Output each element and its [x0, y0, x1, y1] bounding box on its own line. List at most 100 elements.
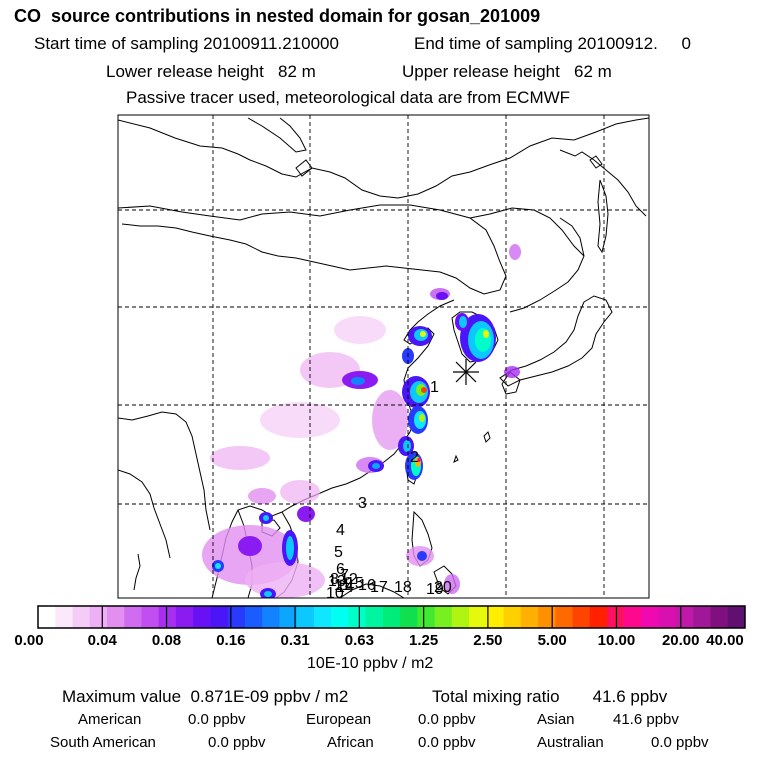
colorbar-segment [72, 606, 91, 628]
sampling-end: End time of sampling 20100912. 0 [414, 34, 691, 53]
colorbar-segment [658, 606, 677, 628]
colorbar-segment [348, 606, 367, 628]
trajectory-label-10: 10 [326, 585, 344, 602]
african-value: 0.0 ppbv [418, 734, 476, 751]
sampling-start: Start time of sampling 20100911.210000 [34, 34, 339, 53]
trajectory-label-4: 4 [336, 522, 345, 539]
lower-release-height: Lower release height 82 m [106, 62, 316, 81]
colorbar-segment [244, 606, 263, 628]
colorbar-segment [193, 606, 211, 628]
colorbar-segment [313, 606, 332, 628]
american-label: American [78, 711, 142, 728]
colorbar-segment [331, 606, 349, 628]
colorbar-tick-label: 1.25 [409, 632, 439, 649]
colorbar-segment [486, 606, 505, 628]
graticule [118, 115, 649, 598]
australian-value: 0.0 ppbv [651, 734, 709, 751]
colorbar-tick-label: 0.16 [216, 632, 246, 649]
trajectory-label-15: 15 [346, 575, 364, 592]
trajectory-label-5: 5 [334, 544, 343, 561]
colorbar [37, 605, 746, 629]
figure-title: CO source contributions in nested domain… [14, 6, 541, 26]
trajectory-label-17: 17 [370, 579, 388, 596]
colorbar-segment [434, 606, 453, 628]
colorbar-segment [38, 606, 56, 628]
american-value: 0.0 ppbv [188, 711, 246, 728]
colorbar-segment [279, 606, 298, 628]
colorbar-tick-label: 0.00 [14, 632, 44, 649]
asian-value: 41.6 ppbv [613, 711, 679, 728]
colorbar-tick-label: 0.04 [87, 632, 117, 649]
trajectory-label-13: 13 [328, 573, 346, 590]
trajectory-label-6: 6 [336, 561, 345, 578]
trajectory-label-11: 11 [334, 577, 351, 594]
african-label: African [327, 734, 374, 751]
colorbar-segment [89, 606, 108, 628]
colorbar-tick-label: 10.00 [597, 632, 636, 649]
colorbar-segment [727, 606, 746, 628]
colorbar-segment [589, 606, 608, 628]
tracer-note: Passive tracer used, meteorological data… [126, 88, 571, 107]
upper-release-height: Upper release height 62 m [402, 62, 612, 81]
colorbar-segment [676, 606, 694, 628]
trajectory-label-18: 18 [394, 579, 412, 596]
map-frame [117, 114, 650, 599]
colorbar-tick-label: 2.50 [473, 632, 503, 649]
colorbar-border [37, 605, 746, 629]
colorbar-segment [693, 606, 712, 628]
colorbar-segment [262, 606, 280, 628]
trajectory-label-19: 19 [426, 581, 444, 598]
total-mixing-ratio: Total mixing ratio 41.6 ppbv [432, 687, 668, 706]
colorbar-segment [210, 606, 229, 628]
colorbar-segment [538, 606, 556, 628]
australian-label: Australian [537, 734, 604, 751]
colorbar-segment [175, 606, 194, 628]
colorbar-tick-label: 0.08 [151, 632, 182, 649]
concentration-hotspots [212, 292, 496, 598]
colorbar-segment [158, 606, 177, 628]
colorbar-segment [641, 606, 660, 628]
colorbar-segment [555, 606, 574, 628]
colorbar-tick-label: 5.00 [537, 632, 567, 649]
asian-label: Asian [537, 711, 575, 728]
colorbar-segment [520, 606, 539, 628]
colorbar-tick-label: 40.00 [706, 632, 744, 649]
colorbar-segment [451, 606, 470, 628]
trajectory-label-2: 2 [410, 449, 419, 466]
trajectory-label-14: 14 [336, 579, 354, 596]
colorbar-segment [572, 606, 591, 628]
colorbar-segment [382, 606, 401, 628]
colorbar-segment [710, 606, 729, 628]
trajectory-label-12: 12 [340, 571, 358, 588]
south-american-label: South American [50, 734, 156, 751]
colorbar-segment [124, 606, 142, 628]
trajectory-label-7: 7 [340, 567, 349, 584]
colorbar-tick-label: 0.31 [280, 632, 310, 649]
colorbar-segment [503, 606, 522, 628]
colorbar-segment [227, 606, 246, 628]
colorbar-segment [141, 606, 160, 628]
trajectory-label-20: 20 [434, 579, 452, 596]
trajectory-label-8: 8 [330, 571, 339, 588]
colorbar-segment [417, 606, 436, 628]
european-label: European [306, 711, 372, 728]
colorbar-segment [624, 606, 643, 628]
colorbar-segment [469, 606, 487, 628]
coastlines [118, 117, 649, 598]
colorbar-segment [365, 606, 384, 628]
trajectory-label-3: 3 [358, 495, 367, 512]
colorbar-tick-label: 20.00 [661, 632, 700, 649]
trajectory-label-9: 9 [344, 575, 353, 592]
colorbar-tick-label: 0.63 [344, 632, 374, 649]
max-value: Maximum value 0.871E-09 ppbv / m2 [62, 687, 349, 706]
trajectory-label-1: 1 [430, 379, 439, 396]
south-american-value: 0.0 ppbv [208, 734, 266, 751]
station-marker [453, 359, 479, 385]
trajectory-label-16: 16 [358, 577, 376, 594]
colorbar-segment [296, 606, 315, 628]
colorbar-segment [106, 606, 125, 628]
colorbar-unit-label: 10E-10 ppbv / m2 [307, 655, 434, 672]
